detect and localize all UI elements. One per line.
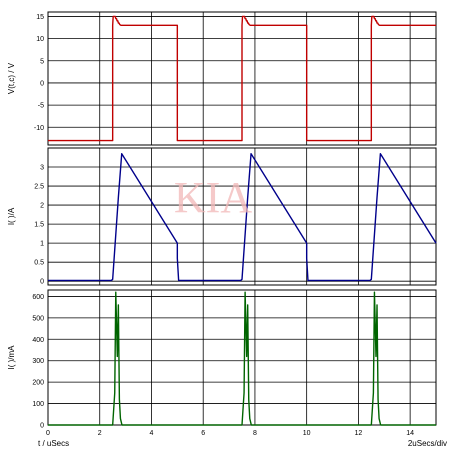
x-axis-label: t / uSecs: [38, 439, 69, 448]
y-tick-label: 0.5: [34, 260, 44, 267]
x-tick-label: 14: [406, 430, 414, 437]
y-tick-label: 3: [40, 165, 44, 172]
x-tick-label: 6: [201, 430, 205, 437]
y-tick-label: 300: [32, 358, 44, 365]
x-tick-label: 8: [253, 430, 257, 437]
waveform-trace: [48, 153, 437, 282]
y-tick-label: 1: [40, 241, 44, 248]
watermark-logo: KIA: [174, 173, 252, 222]
y-tick-label: 5: [40, 58, 44, 65]
y-tick-label: 0: [40, 80, 44, 87]
y-tick-label: -5: [38, 103, 44, 110]
y-axis-label: I( )/A: [7, 207, 16, 225]
y-tick-label: 100: [32, 401, 44, 408]
x-tick-label: 4: [150, 430, 154, 437]
y-tick-label: 500: [32, 315, 44, 322]
y-tick-label: 200: [32, 380, 44, 387]
x-tick-label: 2: [98, 430, 102, 437]
current-plot-amps: 0 0.5 1 1.5 2 2.5 3 I( )/A: [7, 147, 437, 286]
y-tick-label: 600: [32, 294, 44, 301]
plot-frame: [47, 289, 437, 426]
y-tick-label: -10: [34, 125, 44, 132]
y-axis-label: V(t,c) / V: [7, 62, 16, 94]
voltage-plot: -10 -5 0 5 10 15 V(t,c) / V: [7, 11, 437, 146]
current-plot-milliamps: 0 100 200 300 400 500 600 0 2 4 6 8 10 12 14 I( )/mA: [7, 289, 437, 437]
y-tick-label: 1.5: [34, 222, 44, 229]
x-tick-label: 12: [355, 430, 363, 437]
waveform-trace: [48, 15, 436, 142]
y-tick-label: 0: [40, 279, 44, 286]
y-tick-label: 10: [36, 36, 44, 43]
timebase-label: 2uSecs/div: [408, 439, 447, 448]
y-tick-label: 2.5: [34, 184, 44, 191]
x-tick-label: 0: [46, 430, 50, 437]
y-tick-label: 0: [40, 423, 44, 430]
waveform-trace: [48, 291, 436, 426]
y-tick-label: 15: [36, 14, 44, 21]
y-tick-label: 400: [32, 337, 44, 344]
y-axis-label: I( )/mA: [7, 345, 16, 370]
y-tick-label: 2: [40, 203, 44, 210]
x-tick-label: 10: [303, 430, 311, 437]
